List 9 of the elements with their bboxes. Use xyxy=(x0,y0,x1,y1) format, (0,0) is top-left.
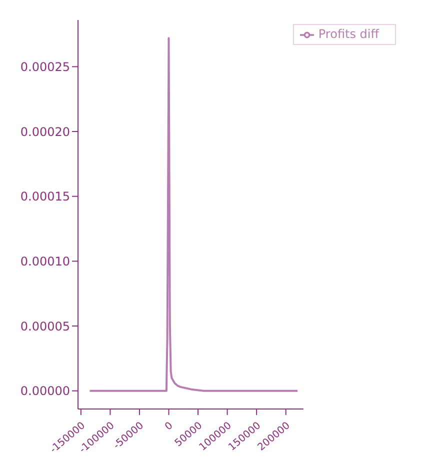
y-tick-label: 0.00005 xyxy=(20,319,70,334)
x-tick-label: 0 xyxy=(163,420,176,433)
legend-label: Profits diff xyxy=(318,27,379,41)
y-tick-label: 0.00025 xyxy=(20,60,70,74)
y-tick-label: 0.00020 xyxy=(20,124,70,139)
y-tick-label: 0.00000 xyxy=(20,384,70,398)
line-series xyxy=(88,37,299,392)
y-tick-label: 0.00010 xyxy=(20,254,70,268)
y-tick-label: 0.00015 xyxy=(20,190,70,204)
